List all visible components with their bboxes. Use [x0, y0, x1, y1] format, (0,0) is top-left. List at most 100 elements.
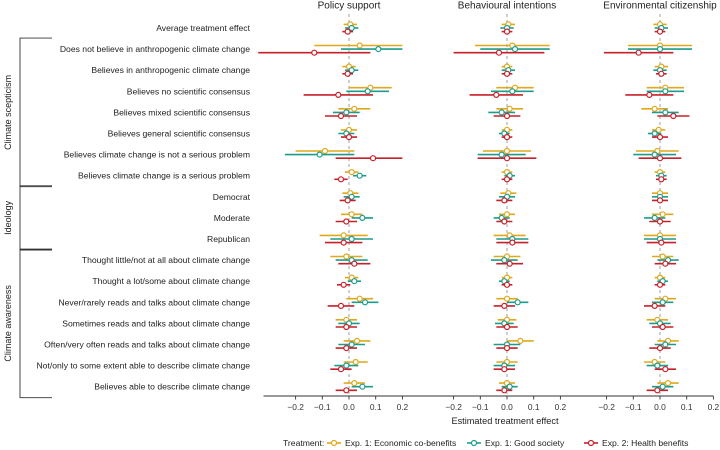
estimate-point: [501, 302, 508, 309]
estimate-point: [662, 366, 669, 373]
estimate-point: [651, 151, 658, 158]
estimate-point: [348, 67, 355, 74]
estimate-point: [503, 112, 511, 120]
estimate-point: [503, 134, 511, 141]
estimate-point: [356, 295, 363, 302]
legend: Treatment: Exp. 1: Economic co-benefits E…: [283, 438, 688, 448]
estimate-point: [351, 380, 358, 387]
estimate-point: [356, 172, 363, 179]
estimate-point: [343, 362, 350, 369]
estimate-point: [503, 155, 511, 162]
estimate-point: [351, 105, 358, 112]
group-bracket: [19, 37, 52, 188]
x-tick-label: −0.1: [314, 402, 331, 412]
estimate-point: [495, 49, 503, 56]
estimate-point: [348, 169, 355, 176]
estimate-point: [517, 337, 524, 344]
row-label: Believes no scientific consensus: [127, 86, 250, 96]
estimate-point: [343, 345, 350, 352]
legend-swatch-point: [330, 439, 338, 447]
estimate-point: [337, 302, 345, 309]
estimate-point: [656, 197, 664, 204]
estimate-point: [348, 211, 355, 218]
x-tick-label: 0.1: [528, 402, 540, 412]
x-tick-label: 0.2: [397, 402, 409, 412]
row-label: Believes mixed scientific consensus: [113, 107, 250, 117]
group-label: Climate scepticism: [3, 75, 13, 150]
row-label: Often/very often reads and talks about c…: [44, 340, 250, 350]
estimate-point: [659, 253, 666, 260]
estimate-point: [659, 383, 666, 390]
x-tick-label: 0.0: [343, 402, 355, 412]
group-brackets: Climate scepticism Ideology Climate awaren…: [3, 37, 52, 399]
estimate-point: [348, 341, 355, 348]
x-tick-label: −0.2: [598, 402, 615, 412]
estimate-point: [503, 147, 511, 155]
row-label: Believes general scientific consensus: [108, 129, 250, 139]
estimate-point: [498, 109, 505, 116]
estimate-point: [654, 387, 661, 394]
panel: Environmental citizenship: [603, 1, 717, 394]
estimate-point: [656, 28, 664, 35]
row-label: Believes climate change is not a serious…: [64, 150, 250, 160]
x-tick-label: −0.1: [625, 402, 642, 412]
row-label: Believes able to describe climate change: [94, 382, 250, 392]
estimate-point: [311, 49, 318, 56]
x-tick-label: 0.2: [555, 402, 567, 412]
panel-title: Environmental citizenship: [603, 1, 717, 12]
group-bracket: [19, 185, 52, 251]
estimate-point: [369, 155, 377, 162]
estimate-point: [337, 366, 345, 373]
estimate-point: [352, 358, 359, 366]
estimate-point: [343, 323, 350, 331]
estimate-point: [501, 218, 508, 225]
estimate-point: [503, 295, 511, 302]
estimate-point: [662, 341, 669, 348]
legend-label: Exp. 1: Good society: [485, 438, 565, 448]
estimate-point: [664, 380, 672, 387]
row-label: Never/rarely reads and talks about clima…: [58, 297, 250, 307]
legend-title: Treatment:: [283, 438, 324, 448]
estimate-point: [361, 299, 369, 306]
estimate-point: [656, 45, 664, 53]
estimate-point: [344, 197, 351, 204]
group-label: Climate awareness: [3, 285, 13, 362]
estimate-point: [651, 130, 658, 137]
x-tick-label: −0.2: [445, 402, 462, 412]
x-axis-title: Estimated treatment effect: [451, 416, 559, 426]
estimate-point: [659, 211, 666, 218]
estimate-point: [344, 28, 351, 35]
estimate-point: [503, 70, 511, 77]
estimate-point: [345, 134, 353, 141]
estimate-point: [662, 109, 669, 116]
estimate-point: [503, 323, 511, 331]
x-tick-label: 0.1: [681, 402, 693, 412]
estimate-point: [658, 176, 665, 183]
x-tick-label: 0.0: [654, 402, 666, 412]
panel: Policy support: [258, 1, 403, 394]
row-label: Republican: [207, 234, 250, 244]
estimate-point: [351, 278, 358, 285]
estimate-point: [662, 260, 669, 267]
estimate-point: [340, 281, 347, 288]
estimate-point: [501, 197, 508, 204]
chart-panels: Policy support Behavioural intentions Envi…: [258, 1, 717, 394]
panel: Behavioural intentions: [453, 1, 556, 394]
estimate-point: [359, 383, 366, 390]
panel-title: Behavioural intentions: [458, 1, 556, 12]
estimate-point: [498, 151, 505, 158]
estimate-point: [493, 91, 500, 99]
row-label: Thought a lot/some about climate change: [92, 276, 250, 286]
panel-title: Policy support: [318, 1, 381, 12]
estimate-point: [635, 49, 642, 56]
estimate-point: [659, 299, 666, 306]
x-tick-label: −0.1: [472, 402, 489, 412]
estimate-point: [356, 42, 363, 49]
estimate-point: [337, 112, 345, 120]
estimate-point: [662, 88, 669, 95]
x-tick-label: 0.2: [708, 402, 720, 412]
estimate-point: [335, 91, 342, 99]
estimate-point: [658, 70, 665, 77]
x-axis: Estimated treatment effect −0.2 −0.1 0.0 0.…: [263, 395, 720, 426]
